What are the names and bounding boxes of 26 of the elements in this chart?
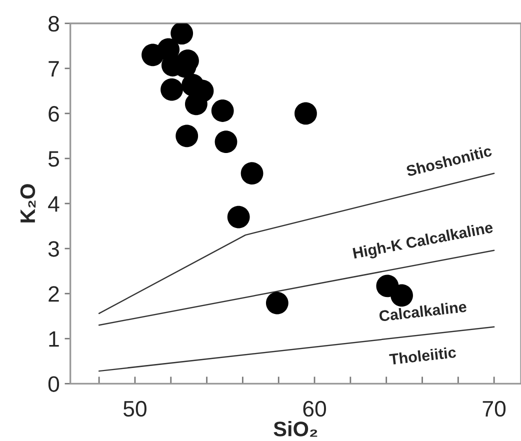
point: [176, 124, 198, 148]
y-tick-label: 6: [48, 106, 59, 122]
point: [214, 130, 238, 154]
y-tick-label: 0: [48, 376, 60, 392]
point: [170, 23, 194, 44]
point: [211, 100, 234, 122]
y-tick-label: 5: [48, 151, 59, 167]
point: [227, 206, 250, 228]
annotation: Calcalkaline: [378, 300, 467, 322]
point: [266, 292, 288, 314]
annotation: High-K Calcalkaline: [352, 221, 494, 262]
x-tick-label: 70: [482, 400, 506, 417]
point: [294, 102, 317, 125]
y-tick-label: 4: [48, 196, 60, 212]
y-tick-label: 7: [48, 61, 59, 76]
x-tick-label: 50: [124, 400, 146, 417]
y-tick-label: 3: [48, 241, 59, 257]
x-tick-label: 60: [303, 400, 326, 417]
y-axis-title: K₂O: [20, 184, 36, 222]
y-tick-label: 2: [48, 286, 59, 302]
annotation: Tholeiitic: [389, 346, 456, 365]
point: [240, 162, 264, 185]
point: [160, 78, 183, 101]
y-tick-label: 8: [48, 16, 59, 32]
x-axis-title: SiO₂: [274, 421, 318, 437]
y-tick-label: 1: [49, 331, 59, 347]
